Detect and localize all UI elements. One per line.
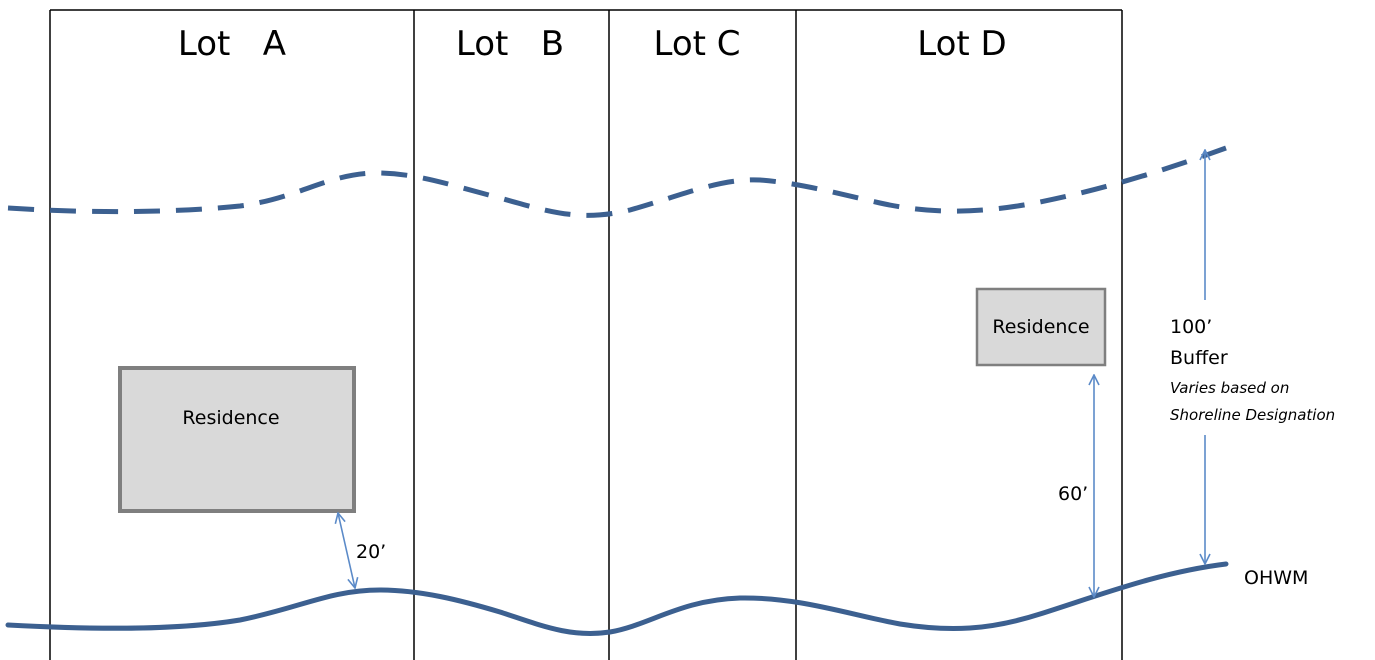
buffer-label: Buffer xyxy=(1170,347,1228,369)
lot-d-label: Lot D xyxy=(917,24,1006,64)
buffer-note-line-2: Shoreline Designation xyxy=(1170,406,1335,424)
lot-c-label: Lot C xyxy=(653,24,740,64)
setback-lot-a-label: 20’ xyxy=(356,541,386,563)
lot-boundaries xyxy=(49,10,1123,660)
buffer-note-line-1: Varies based on xyxy=(1170,379,1289,397)
residence-lot-a-label: Residence xyxy=(182,407,279,429)
residence-lot-d-label: Residence xyxy=(992,316,1089,338)
ohwm-label: OHWM xyxy=(1244,567,1308,589)
setback-lot-a-arrow xyxy=(338,513,355,588)
ohwm-shoreline xyxy=(5,561,1229,637)
residence-lot-d xyxy=(975,287,1107,367)
buffer-boundary-dashed-line xyxy=(7,145,1227,218)
buffer-distance-label: 100’ xyxy=(1170,316,1212,338)
lot-b-label: Lot B xyxy=(456,24,564,64)
residence-lot-a xyxy=(118,366,356,513)
setback-lot-d-label: 60’ xyxy=(1058,483,1088,505)
lot-a-label: Lot A xyxy=(178,24,286,64)
buffer-label-background xyxy=(1165,300,1345,435)
